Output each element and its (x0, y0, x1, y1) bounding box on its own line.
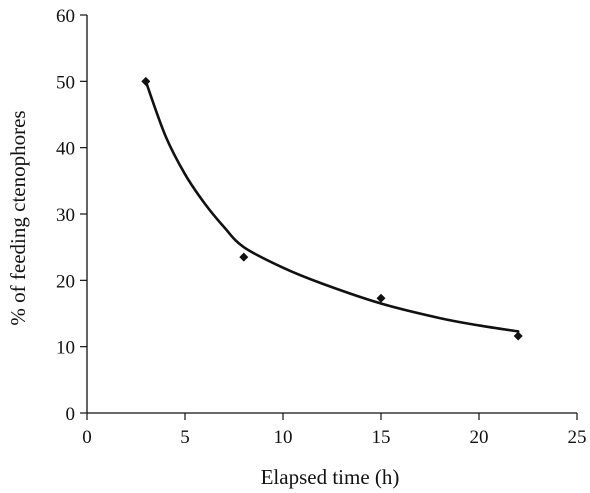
x-tick-label: 25 (568, 427, 587, 448)
y-tick-label: 20 (56, 271, 75, 292)
y-axis-title: % of feeding ctenophores (6, 110, 30, 325)
y-tick-label: 40 (56, 139, 75, 160)
x-tick-label: 0 (82, 427, 92, 448)
data-point (376, 293, 386, 303)
trendline (144, 80, 520, 333)
y-tick-label: 60 (56, 6, 75, 27)
data-point (239, 252, 249, 262)
x-axis-title: Elapsed time (h) (261, 465, 400, 489)
trendline-group (144, 80, 520, 333)
y-tick-label: 30 (56, 205, 75, 226)
y-tick-label: 10 (56, 338, 75, 359)
data-point (141, 76, 151, 86)
x-tick-label: 5 (180, 427, 190, 448)
ticks: 0 10 20 30 40 50 60 0 5 10 15 20 25 (56, 6, 587, 448)
axes (86, 15, 577, 414)
y-tick-label: 50 (56, 72, 75, 93)
x-tick-label: 15 (372, 427, 391, 448)
data-points (141, 76, 523, 341)
y-tick-label: 0 (66, 404, 76, 425)
data-point (513, 331, 523, 341)
x-tick-label: 20 (470, 427, 489, 448)
x-tick-label: 10 (274, 427, 293, 448)
